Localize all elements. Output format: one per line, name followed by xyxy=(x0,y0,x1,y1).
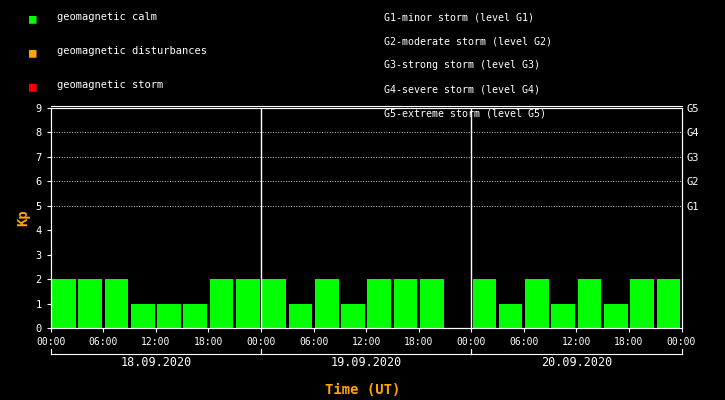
Bar xyxy=(104,279,128,328)
Bar xyxy=(473,279,496,328)
Text: ■: ■ xyxy=(29,80,36,93)
Bar xyxy=(604,304,628,328)
Text: 18.09.2020: 18.09.2020 xyxy=(120,356,191,368)
Text: geomagnetic calm: geomagnetic calm xyxy=(57,12,157,22)
Text: Time (UT): Time (UT) xyxy=(325,383,400,397)
Text: ■: ■ xyxy=(29,12,36,25)
Text: 20.09.2020: 20.09.2020 xyxy=(541,356,612,368)
Bar xyxy=(630,279,654,328)
Bar xyxy=(78,279,102,328)
Bar xyxy=(368,279,391,328)
Bar xyxy=(394,279,418,328)
Text: G5-extreme storm (level G5): G5-extreme storm (level G5) xyxy=(384,108,546,118)
Text: geomagnetic disturbances: geomagnetic disturbances xyxy=(57,46,207,56)
Text: 19.09.2020: 19.09.2020 xyxy=(331,356,402,368)
Bar xyxy=(315,279,339,328)
Bar xyxy=(578,279,601,328)
Text: G2-moderate storm (level G2): G2-moderate storm (level G2) xyxy=(384,36,552,46)
Bar xyxy=(657,279,680,328)
Bar xyxy=(552,304,575,328)
Text: ■: ■ xyxy=(29,46,36,59)
Text: geomagnetic storm: geomagnetic storm xyxy=(57,80,163,90)
Bar xyxy=(157,304,181,328)
Bar xyxy=(52,279,75,328)
Text: G4-severe storm (level G4): G4-severe storm (level G4) xyxy=(384,84,540,94)
Bar xyxy=(131,304,154,328)
Text: G3-strong storm (level G3): G3-strong storm (level G3) xyxy=(384,60,540,70)
Bar xyxy=(289,304,312,328)
Bar xyxy=(262,279,286,328)
Bar xyxy=(420,279,444,328)
Bar xyxy=(341,304,365,328)
Bar xyxy=(499,304,523,328)
Bar xyxy=(525,279,549,328)
Bar xyxy=(183,304,207,328)
Bar xyxy=(210,279,233,328)
Y-axis label: Kp: Kp xyxy=(16,210,30,226)
Text: G1-minor storm (level G1): G1-minor storm (level G1) xyxy=(384,12,534,22)
Bar xyxy=(236,279,260,328)
